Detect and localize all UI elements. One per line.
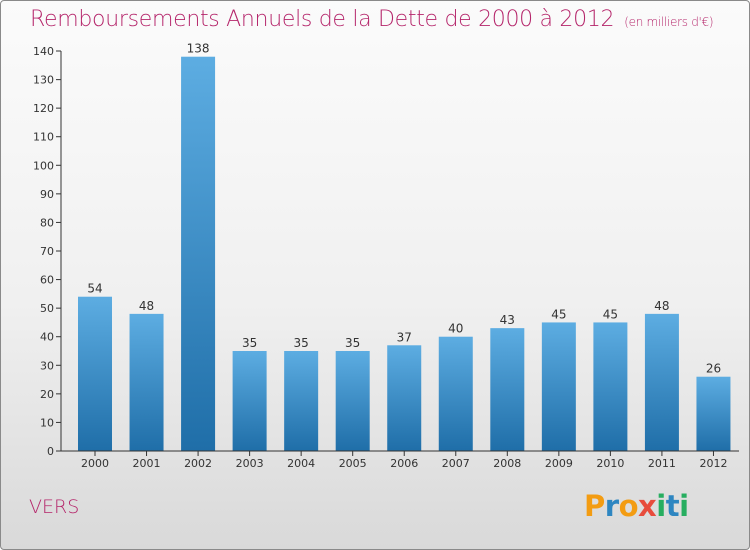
logo-letter: r — [604, 489, 619, 523]
logo-letter: t — [665, 489, 680, 523]
y-tick-label: 90 — [40, 188, 54, 201]
data-label-2010: 45 — [603, 307, 618, 321]
y-tick-label: 40 — [40, 331, 54, 344]
data-label-2002: 138 — [187, 42, 210, 56]
data-label-2004: 35 — [294, 336, 309, 350]
bar-2008 — [490, 328, 525, 451]
y-tick-label: 20 — [40, 388, 54, 401]
bar-2001 — [129, 313, 164, 451]
y-tick-label: 30 — [40, 359, 54, 372]
commune-name: VERS — [29, 496, 80, 518]
data-label-2006: 37 — [397, 330, 412, 344]
y-tick-label: 80 — [40, 216, 54, 229]
logo-letter: P — [584, 489, 605, 523]
x-tick-label: 2011 — [648, 457, 676, 470]
y-tick-label: 120 — [33, 102, 54, 115]
x-tick-label: 2001 — [133, 457, 161, 470]
bar-2009 — [541, 322, 576, 451]
bar-2002 — [181, 56, 216, 451]
y-tick-label: 50 — [40, 302, 54, 315]
y-tick-label: 140 — [33, 45, 54, 58]
bar-2006 — [387, 345, 422, 451]
x-tick-label: 2010 — [596, 457, 624, 470]
logo-letter: i — [656, 489, 666, 523]
x-tick-label: 2006 — [390, 457, 418, 470]
data-label-2009: 45 — [551, 307, 566, 321]
x-tick-label: 2012 — [699, 457, 727, 470]
bar-2003 — [232, 351, 267, 451]
chart-title-text: Remboursements Annuels de la Dette de 20… — [30, 7, 615, 32]
proxiti-logo: Proxiti — [584, 489, 689, 523]
x-tick-label: 2003 — [236, 457, 264, 470]
data-label-2001: 48 — [139, 299, 154, 313]
bar-2007 — [438, 336, 473, 451]
data-label-2012: 26 — [706, 362, 721, 376]
chart-title: Remboursements Annuels de la Dette de 20… — [30, 7, 714, 32]
bar-2010 — [593, 322, 628, 451]
chart-unit-label: (en milliers d'€) — [624, 15, 714, 29]
y-axis: 0 10 20 30 40 50 60 70 80 90 100 110 120 130 140 — [33, 45, 62, 458]
x-axis: 2000 2001 2002 2003 2004 2005 2006 2007 2008 2009… — [61, 450, 739, 470]
x-tick-label: 2009 — [545, 457, 573, 470]
data-label-2003: 35 — [242, 336, 257, 350]
y-tick-label: 100 — [33, 159, 54, 172]
x-tick-label: 2000 — [81, 457, 109, 470]
bar-2000 — [78, 296, 112, 451]
y-tick-label: 110 — [33, 131, 54, 144]
bar-2012 — [696, 376, 731, 451]
x-tick-label: 2004 — [287, 457, 315, 470]
y-tick-label: 0 — [47, 445, 54, 458]
x-tick-label: 2002 — [184, 457, 212, 470]
bar-2004 — [284, 351, 319, 451]
bar-2005 — [335, 351, 370, 451]
logo-letter: i — [679, 489, 689, 523]
logo-letter: x — [638, 489, 657, 523]
data-label-2005: 35 — [345, 336, 360, 350]
x-tick-label: 2007 — [442, 457, 470, 470]
bar-2011 — [644, 313, 679, 451]
data-label-2000: 54 — [87, 282, 102, 296]
logo-letter: o — [618, 489, 639, 523]
y-tick-label: 130 — [33, 74, 54, 87]
bar-series: 54 48 138 35 35 35 37 40 43 45 45 48 26 — [78, 42, 731, 451]
y-tick-label: 10 — [40, 416, 54, 429]
data-label-2008: 43 — [500, 313, 515, 327]
data-label-2007: 40 — [448, 322, 463, 336]
y-tick-label: 60 — [40, 274, 54, 287]
x-tick-label: 2005 — [339, 457, 367, 470]
data-label-2011: 48 — [654, 299, 669, 313]
y-tick-label: 70 — [40, 245, 54, 258]
x-tick-label: 2008 — [493, 457, 521, 470]
